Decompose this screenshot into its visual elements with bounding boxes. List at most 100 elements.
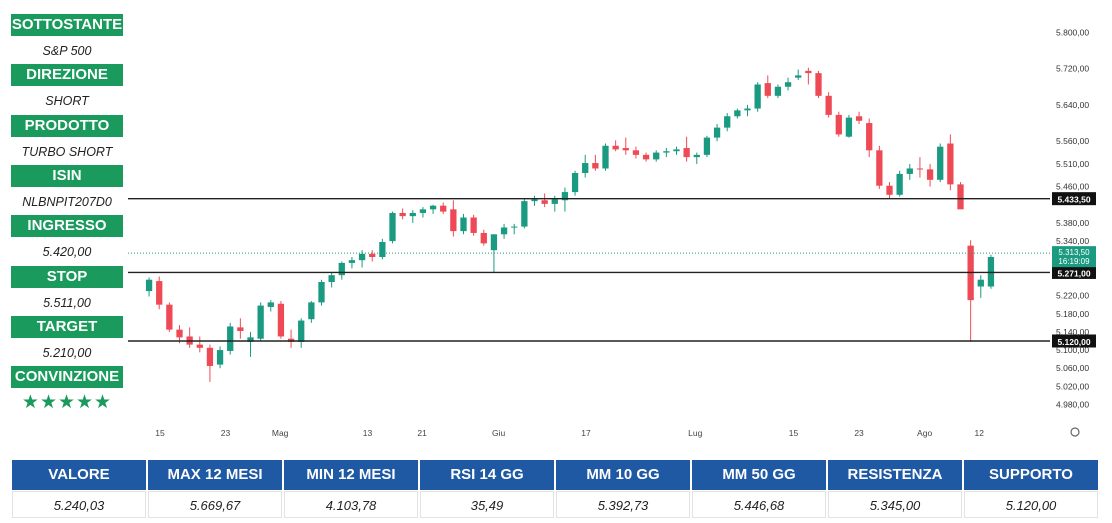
candle-body (734, 110, 741, 117)
price-chart: 5.433,50 5.271,00 5.120,00 5.313,5016:19:09… (128, 27, 1096, 438)
candle-body (176, 329, 183, 338)
info-label-prodotto: PRODOTTO (11, 114, 123, 137)
stats-header: SUPPORTO (964, 460, 1098, 490)
last-price-label: 5.313,50 (1058, 248, 1090, 257)
candle-body (318, 281, 325, 303)
candle-body (713, 127, 721, 138)
candle-body (693, 154, 700, 158)
candle-body (216, 350, 224, 365)
candle-body (724, 116, 731, 128)
info-label-isin: ISIN (11, 164, 123, 187)
candle-body (653, 152, 660, 160)
stats-value: 5.240,03 (12, 491, 146, 518)
candle-body (166, 304, 173, 330)
candle-body (470, 217, 477, 233)
candle-body (754, 84, 761, 109)
stats-header: MAX 12 MESI (148, 460, 282, 490)
candle-body (906, 168, 913, 174)
y-tick-label: 5.220,00 (1056, 291, 1089, 301)
candle-body (338, 262, 345, 276)
candle-body (784, 82, 792, 87)
stats-header: RSI 14 GG (420, 460, 554, 490)
x-tick-label: Giu (492, 428, 506, 438)
candle-body (703, 137, 711, 155)
candle-body (308, 302, 315, 320)
y-tick-label: 5.020,00 (1056, 381, 1089, 391)
candle-body (267, 302, 274, 307)
candle-body (855, 116, 863, 121)
x-tick-label: 15 (155, 428, 165, 438)
candle-body (592, 163, 599, 169)
candle-body (622, 148, 629, 151)
candle-body (937, 146, 944, 180)
info-value-target: 5.210,00 (42, 345, 92, 360)
candle-body (886, 185, 893, 195)
candle-body (551, 199, 558, 204)
candle-body (500, 227, 508, 235)
trade-info-panel: SOTTOSTANTE S&P 500 DIREZIONE SHORT PRODOTTO… (11, 14, 123, 426)
candle-body (206, 347, 214, 366)
y-tick-label: 5.720,00 (1056, 64, 1089, 74)
y-tick-label: 5.800,00 (1056, 27, 1089, 37)
candle-body (227, 326, 234, 351)
candle-body (612, 145, 619, 150)
x-tick-label: 15 (789, 428, 799, 438)
candle-body (156, 281, 163, 305)
y-tick-label: 5.100,00 (1056, 345, 1089, 355)
level-label: 5.433,50 (1057, 195, 1090, 205)
candle-body (440, 205, 447, 212)
stats-header: RESISTENZA (828, 460, 962, 490)
candle-body (561, 192, 569, 201)
candle-body (480, 232, 487, 244)
x-tick-label: 21 (417, 428, 427, 438)
candle-body (582, 163, 589, 174)
conviction-stars: ★★★★★ (21, 392, 113, 414)
level-label-box (1052, 265, 1096, 279)
candle-body (957, 184, 964, 210)
candle-body (145, 279, 153, 292)
candle-body (460, 217, 467, 232)
candle-body (835, 114, 842, 135)
info-value-stop: 5.511,00 (43, 295, 91, 310)
info-value-sottostante: S&P 500 (42, 44, 92, 58)
candle-body (429, 205, 437, 210)
candle-body (632, 150, 640, 155)
candle-body (642, 154, 650, 160)
candle-body (450, 209, 457, 232)
y-tick-label: 4.980,00 (1056, 400, 1089, 410)
candle-body (926, 169, 934, 180)
y-tick-label: 5.640,00 (1056, 100, 1089, 110)
candle-body (379, 242, 386, 258)
info-label-target: TARGET (11, 315, 123, 338)
candle-body (399, 212, 406, 217)
settings-icon (1070, 427, 1080, 437)
stats-value: 5.120,00 (964, 491, 1098, 518)
info-label-direzione: DIREZIONE (11, 64, 123, 87)
candle-body (348, 260, 356, 263)
last-price-countdown: 16:19:09 (1058, 257, 1090, 266)
candle-body (196, 344, 203, 348)
candle-body (511, 226, 518, 228)
y-tick-label: 5.340,00 (1056, 236, 1089, 246)
candle-body (805, 70, 812, 74)
stats-value: 5.669,67 (148, 491, 282, 518)
stats-value: 5.392,73 (556, 491, 690, 518)
stats-header: MM 10 GG (556, 460, 690, 490)
stats-value: 5.345,00 (828, 491, 962, 518)
candle-body (845, 117, 853, 137)
candle-body (825, 95, 832, 115)
candle-body (358, 253, 366, 261)
info-label-convinzione: CONVINZIONE (11, 366, 123, 389)
candle-body (795, 75, 802, 78)
candle-body (815, 73, 822, 96)
stats-value: 35,49 (420, 491, 554, 518)
candle-body (298, 320, 305, 342)
level-label-box (1052, 192, 1096, 206)
stats-header: MM 50 GG (692, 460, 826, 490)
info-label-sottostante: SOTTOSTANTE (11, 14, 123, 36)
y-tick-label: 5.460,00 (1056, 182, 1089, 192)
candle-body (683, 148, 690, 158)
stats-value: 5.446,68 (692, 491, 826, 518)
candle-body (389, 212, 396, 242)
candle-body (866, 123, 873, 151)
